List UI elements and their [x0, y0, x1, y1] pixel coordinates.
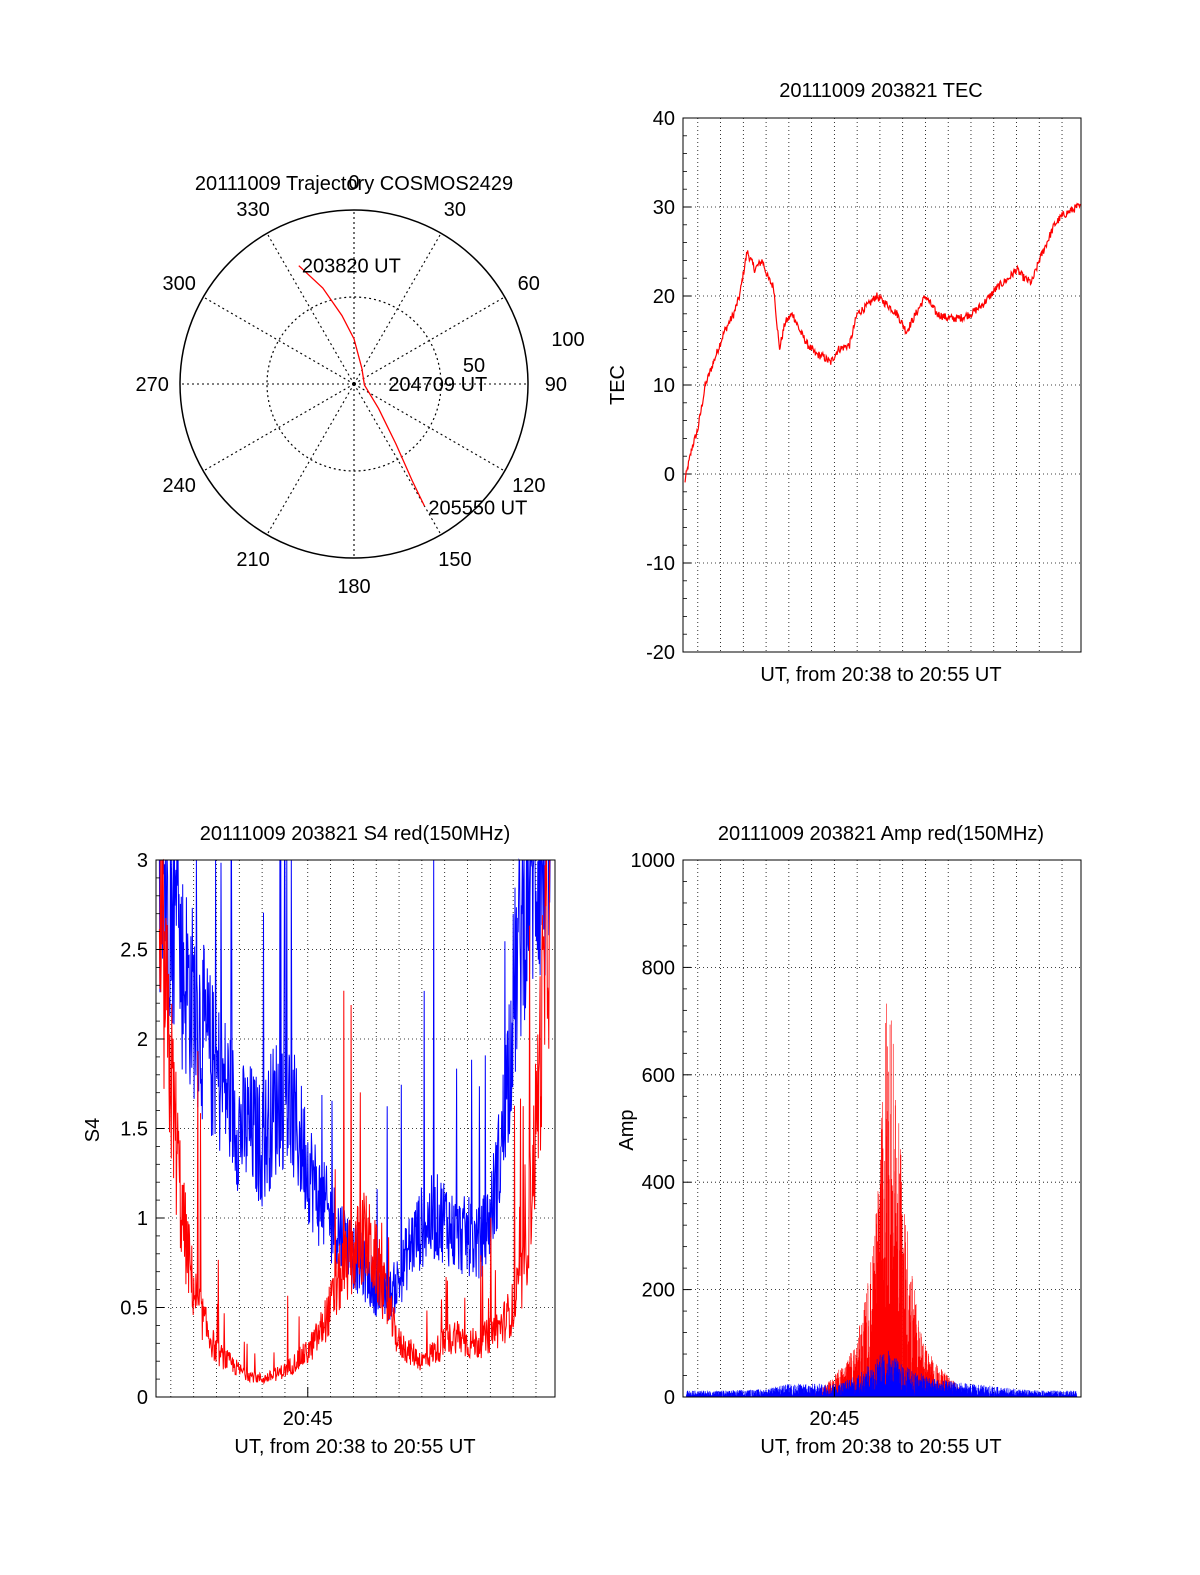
s4-xlabel: UT, from 20:38 to 20:55 UT: [234, 1436, 475, 1458]
y-tick-label: 200: [642, 1280, 675, 1302]
s4-y-ticks: 0 0.5 1 1.5 2 2.5 3: [120, 850, 164, 1409]
polar-angle-label: 30: [444, 199, 466, 221]
polar-angle-label: 210: [236, 549, 269, 571]
amp-title: 20111009 203821 Amp red(150MHz): [718, 823, 1044, 845]
y-tick-label: 30: [653, 197, 675, 219]
polar-angle-label: 0: [348, 172, 359, 194]
polar-spoke: [353, 383, 442, 535]
tec-grid: [683, 117, 1081, 653]
y-tick-label: 600: [642, 1065, 675, 1087]
s4-x-ticks: 20:45: [283, 1387, 333, 1430]
polar-annotation: 203820 UT: [302, 256, 401, 278]
amp-panel: 20111009 203821 Amp red(150MHz) 0 200 400 6…: [616, 823, 1082, 1458]
amp-y-ticks: 0 200 400 600 800 1000: [631, 850, 691, 1409]
s4-panel: 20111009 203821 S4 red(150MHz) 0 0.5 1 1.5 2…: [82, 823, 556, 1458]
polar-angle-label: 330: [236, 199, 269, 221]
y-tick-label: -20: [646, 642, 675, 664]
y-tick-label: 2: [137, 1029, 148, 1051]
y-tick-label: 0: [664, 464, 675, 486]
y-tick-label: 0: [664, 1387, 675, 1409]
y-tick-label: 2.5: [120, 940, 148, 962]
amp-ylabel: Amp: [616, 1109, 638, 1150]
polar-angle-label: 240: [163, 475, 196, 497]
polar-grid: [180, 210, 528, 558]
polar-outer-ring: [179, 209, 529, 559]
polar-angle-label: 180: [337, 576, 370, 598]
series-trace: [158, 858, 551, 1386]
polar-spoke: [203, 296, 355, 385]
amp-series-red: [789, 1003, 960, 1397]
y-tick-label: 1000: [631, 850, 676, 872]
polar-annotation: 205550 UT: [428, 498, 527, 520]
polar-radial-label: 100: [551, 329, 584, 351]
amp-plot-frame: [682, 859, 1082, 1398]
polar-spoke: [266, 383, 355, 535]
y-tick-label: 40: [653, 108, 675, 130]
y-tick-label: 1.5: [120, 1119, 148, 1141]
y-tick-label: 0.5: [120, 1298, 148, 1320]
polar-annotations: 203820 UT 204709 UT 205550 UT: [302, 256, 527, 520]
y-tick-label: 0: [137, 1387, 148, 1409]
tec-y-ticks: -20 -10 0 10 20 30 40: [646, 108, 691, 664]
y-tick-label: -10: [646, 553, 675, 575]
polar-radial-labels: 50 100: [463, 329, 585, 377]
x-tick-label: 20:45: [283, 1408, 333, 1430]
polar-angle-label: 60: [518, 273, 540, 295]
x-tick-label: 20:45: [809, 1408, 859, 1430]
y-tick-label: 20: [653, 286, 675, 308]
y-tick-label: 1: [137, 1208, 148, 1230]
amp-xlabel: UT, from 20:38 to 20:55 UT: [760, 1436, 1001, 1458]
y-tick-label: 10: [653, 375, 675, 397]
s4-ylabel: S4: [82, 1118, 104, 1142]
polar-angle-label: 90: [545, 374, 567, 396]
y-tick-label: 400: [642, 1172, 675, 1194]
amp-series-blue: [686, 1350, 1078, 1397]
polar-angle-labels: 0 30 60 90 120 150 180 210 240 270 300 330: [135, 172, 566, 598]
s4-series-red: [158, 858, 551, 1386]
polar-radial-label: 50: [463, 355, 485, 377]
polar-angle-label: 300: [163, 273, 196, 295]
polar-spoke: [353, 296, 505, 385]
polar-track: [298, 265, 426, 507]
s4-title: 20111009 203821 S4 red(150MHz): [200, 823, 511, 845]
amp-grid: [683, 859, 1081, 1398]
polar-angle-label: 150: [438, 549, 471, 571]
polar-angle-label: 270: [135, 374, 168, 396]
polar-title: 20111009 Trajectory COSMOS2429: [195, 173, 513, 195]
polar-annotation: 204709 UT: [388, 374, 487, 396]
tec-title: 20111009 203821 TEC: [779, 80, 983, 102]
polar-spoke: [353, 383, 505, 472]
y-tick-label: 800: [642, 957, 675, 979]
amp-x-ticks: 20:45: [809, 1387, 859, 1430]
y-tick-label: 3: [137, 850, 148, 872]
series-trace: [686, 1350, 1078, 1397]
polar-panel: 20111009 Trajectory COSMOS2429 0 30 60 90 12…: [135, 172, 584, 598]
polar-spoke: [203, 383, 355, 472]
polar-spoke: [353, 233, 442, 385]
series-trace: [789, 1003, 960, 1397]
tec-plot-frame: [682, 117, 1082, 653]
tec-xlabel: UT, from 20:38 to 20:55 UT: [760, 664, 1001, 686]
polar-spoke: [266, 233, 355, 385]
tec-series-line: [684, 202, 1081, 483]
polar-angle-label: 120: [512, 475, 545, 497]
tec-ylabel: TEC: [607, 365, 629, 405]
